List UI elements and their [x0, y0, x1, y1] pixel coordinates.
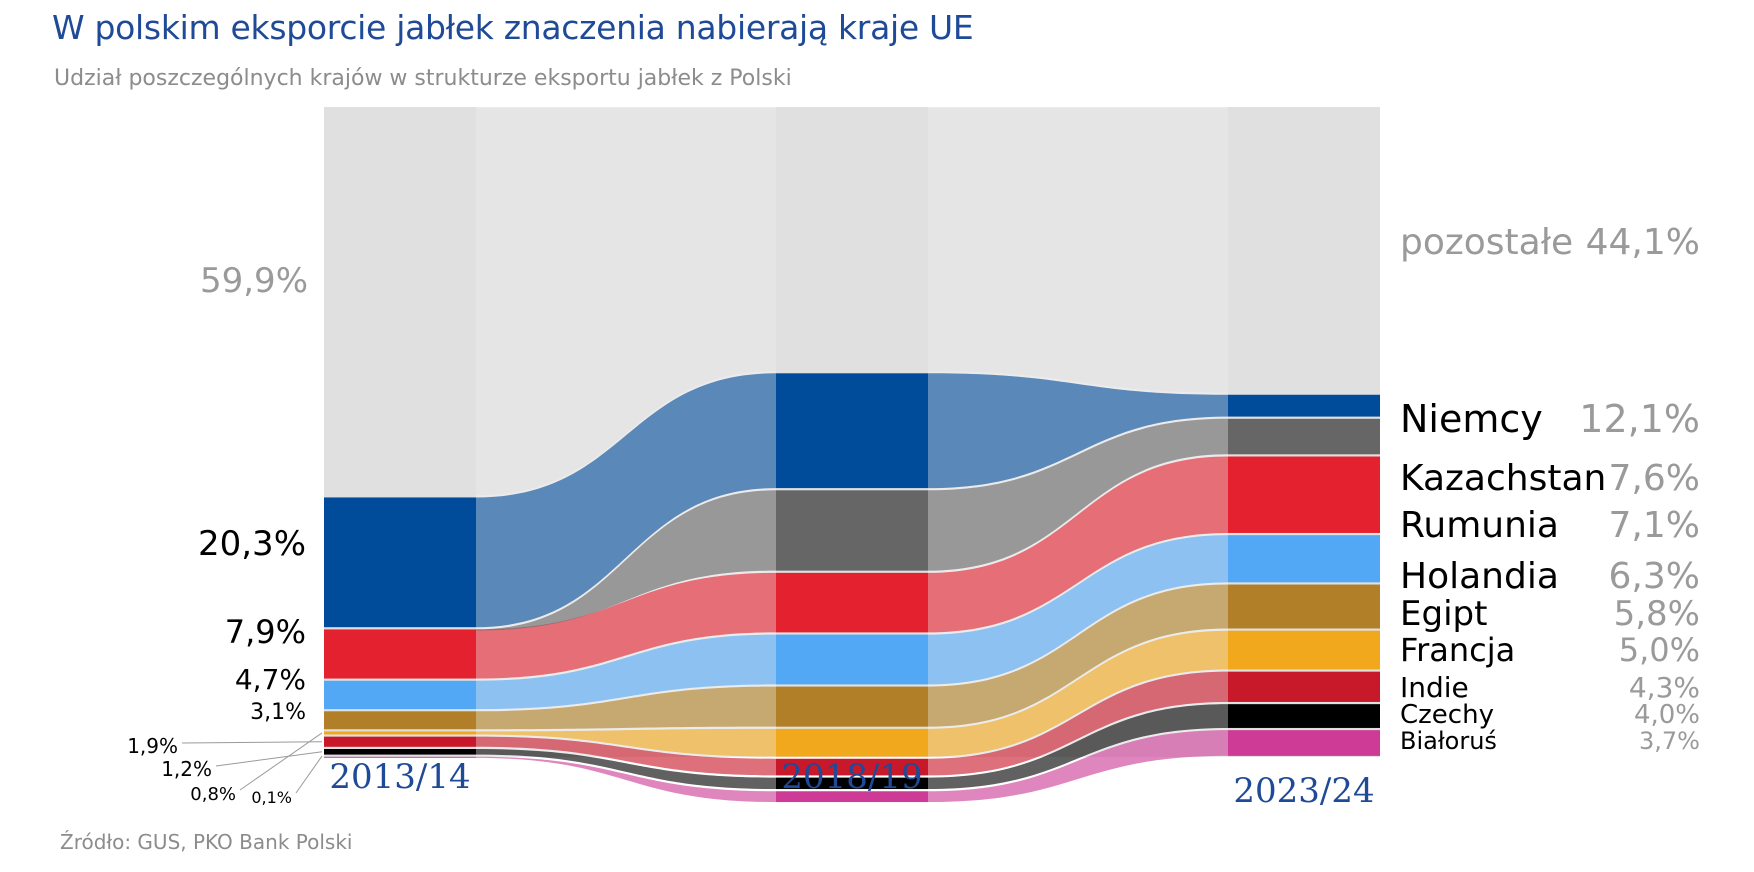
node-rumunia-2013-14 — [324, 711, 476, 730]
right-value-label-holandia: 6,3% — [1609, 556, 1700, 597]
flow-francja-2 — [928, 671, 1228, 776]
left-value-label-kazachstan: 4,7% — [235, 663, 306, 696]
right-name-label-rumunia: Rumunia — [1400, 505, 1559, 546]
node-holandia-2013-14 — [324, 731, 476, 735]
flow-rumunia-2 — [928, 584, 1228, 727]
chart-subtitle: Udział poszczególnych krajów w strukturz… — [54, 66, 792, 91]
node-bialorus-2013-14 — [324, 497, 476, 628]
left-value-label-bialorus: 20,3% — [198, 524, 306, 564]
flow-czechy-2 — [928, 704, 1228, 790]
period-label-2018-19: 2018/19 — [781, 757, 922, 797]
node-egipt-2023-24 — [1228, 418, 1380, 455]
right-value-label-pozostale: 44,1% — [1586, 222, 1700, 263]
node-kazachstan-2013-14 — [324, 680, 476, 710]
right-name-label-egipt: Egipt — [1400, 594, 1487, 634]
left-value-label-czechy: 1,2% — [161, 757, 212, 781]
flow-indie-2 — [928, 730, 1228, 803]
flow-holandia-1 — [476, 728, 776, 757]
left-value-label-holandia: 0,8% — [190, 784, 236, 805]
node-kazachstan-2018-19 — [776, 634, 928, 685]
right-name-label-holandia: Holandia — [1400, 556, 1559, 597]
node-francja-2023-24 — [1228, 671, 1380, 702]
flow-pozostale-1 — [476, 108, 776, 496]
right-name-label-bialorus: Białoruś — [1400, 727, 1497, 755]
right-value-label-czechy: 4,0% — [1634, 700, 1700, 730]
right-name-label-pozostale: pozostałe — [1400, 222, 1573, 263]
node-czechy-2013-14 — [324, 749, 476, 755]
flow-niemcy-2 — [928, 456, 1228, 633]
left-value-label-niemcy: 7,9% — [225, 613, 306, 651]
leader-line-czechy — [215, 751, 323, 767]
node-egipt-2018-19 — [776, 490, 928, 571]
right-value-label-rumunia: 7,1% — [1609, 505, 1700, 546]
flow-kazachstan-2 — [928, 535, 1228, 685]
flow-egipt-1 — [476, 490, 776, 631]
flow-francja-1 — [476, 736, 776, 776]
node-niemcy-2023-24 — [1228, 456, 1380, 533]
right-name-label-kazachstan: Kazachstan — [1400, 458, 1606, 499]
right-name-label-indie: Indie — [1400, 671, 1469, 704]
flow-bialorus-1 — [476, 373, 776, 628]
node-kazachstan-2023-24 — [1228, 535, 1380, 583]
flow-egipt-2 — [928, 418, 1228, 571]
flow-kazachstan-1 — [476, 634, 776, 710]
period-label-2023-24: 2023/24 — [1233, 771, 1374, 811]
node-czechy-2023-24 — [1228, 704, 1380, 728]
node-niemcy-2018-19 — [776, 572, 928, 633]
flow-pozostale-2 — [928, 108, 1228, 393]
chart-title: W polskim eksporcie jabłek znaczenia nab… — [52, 8, 974, 47]
right-value-label-kazachstan: 7,6% — [1609, 458, 1700, 499]
node-niemcy-2013-14 — [324, 629, 476, 679]
flow-holandia-2 — [928, 630, 1228, 757]
left-value-label-rumunia: 3,1% — [250, 700, 306, 725]
node-indie-2018-19 — [776, 791, 928, 803]
right-name-label-francja: Francja — [1400, 631, 1515, 669]
period-label-2013-14: 2013/14 — [329, 757, 470, 797]
node-indie-2013-14 — [324, 756, 476, 758]
flow-indie-1 — [476, 756, 776, 803]
right-value-label-niemcy: 12,1% — [1579, 397, 1700, 441]
source-note: Źródło: GUS, PKO Bank Polski — [60, 830, 353, 854]
right-value-label-bialorus: 3,7% — [1639, 727, 1700, 755]
node-bialorus-2023-24 — [1228, 394, 1380, 417]
right-name-label-czechy: Czechy — [1400, 700, 1494, 730]
node-bialorus-2018-19 — [776, 373, 928, 489]
left-value-label-indie: 0,1% — [251, 788, 292, 807]
left-value-label-francja: 1,9% — [127, 734, 178, 758]
leader-line-francja — [181, 741, 323, 744]
right-value-label-indie: 4,3% — [1629, 671, 1700, 704]
node-czechy-2018-19 — [776, 777, 928, 790]
node-rumunia-2023-24 — [1228, 584, 1380, 629]
right-value-label-egipt: 5,8% — [1614, 594, 1700, 634]
node-holandia-2023-24 — [1228, 630, 1380, 670]
node-francja-2013-14 — [324, 736, 476, 747]
flow-bialorus-2 — [928, 373, 1228, 489]
right-name-label-niemcy: Niemcy — [1400, 397, 1543, 441]
node-indie-2023-24 — [1228, 730, 1380, 756]
node-rumunia-2018-19 — [776, 686, 928, 727]
left-value-label-pozostale: 59,9% — [200, 261, 308, 301]
flow-czechy-1 — [476, 749, 776, 790]
node-francja-2018-19 — [776, 758, 928, 776]
flow-niemcy-1 — [476, 572, 776, 679]
node-holandia-2018-19 — [776, 728, 928, 757]
leader-line-holandia — [239, 732, 323, 791]
leader-line-indie — [295, 755, 323, 794]
flow-rumunia-1 — [476, 686, 776, 730]
right-value-label-francja: 5,0% — [1619, 631, 1700, 669]
